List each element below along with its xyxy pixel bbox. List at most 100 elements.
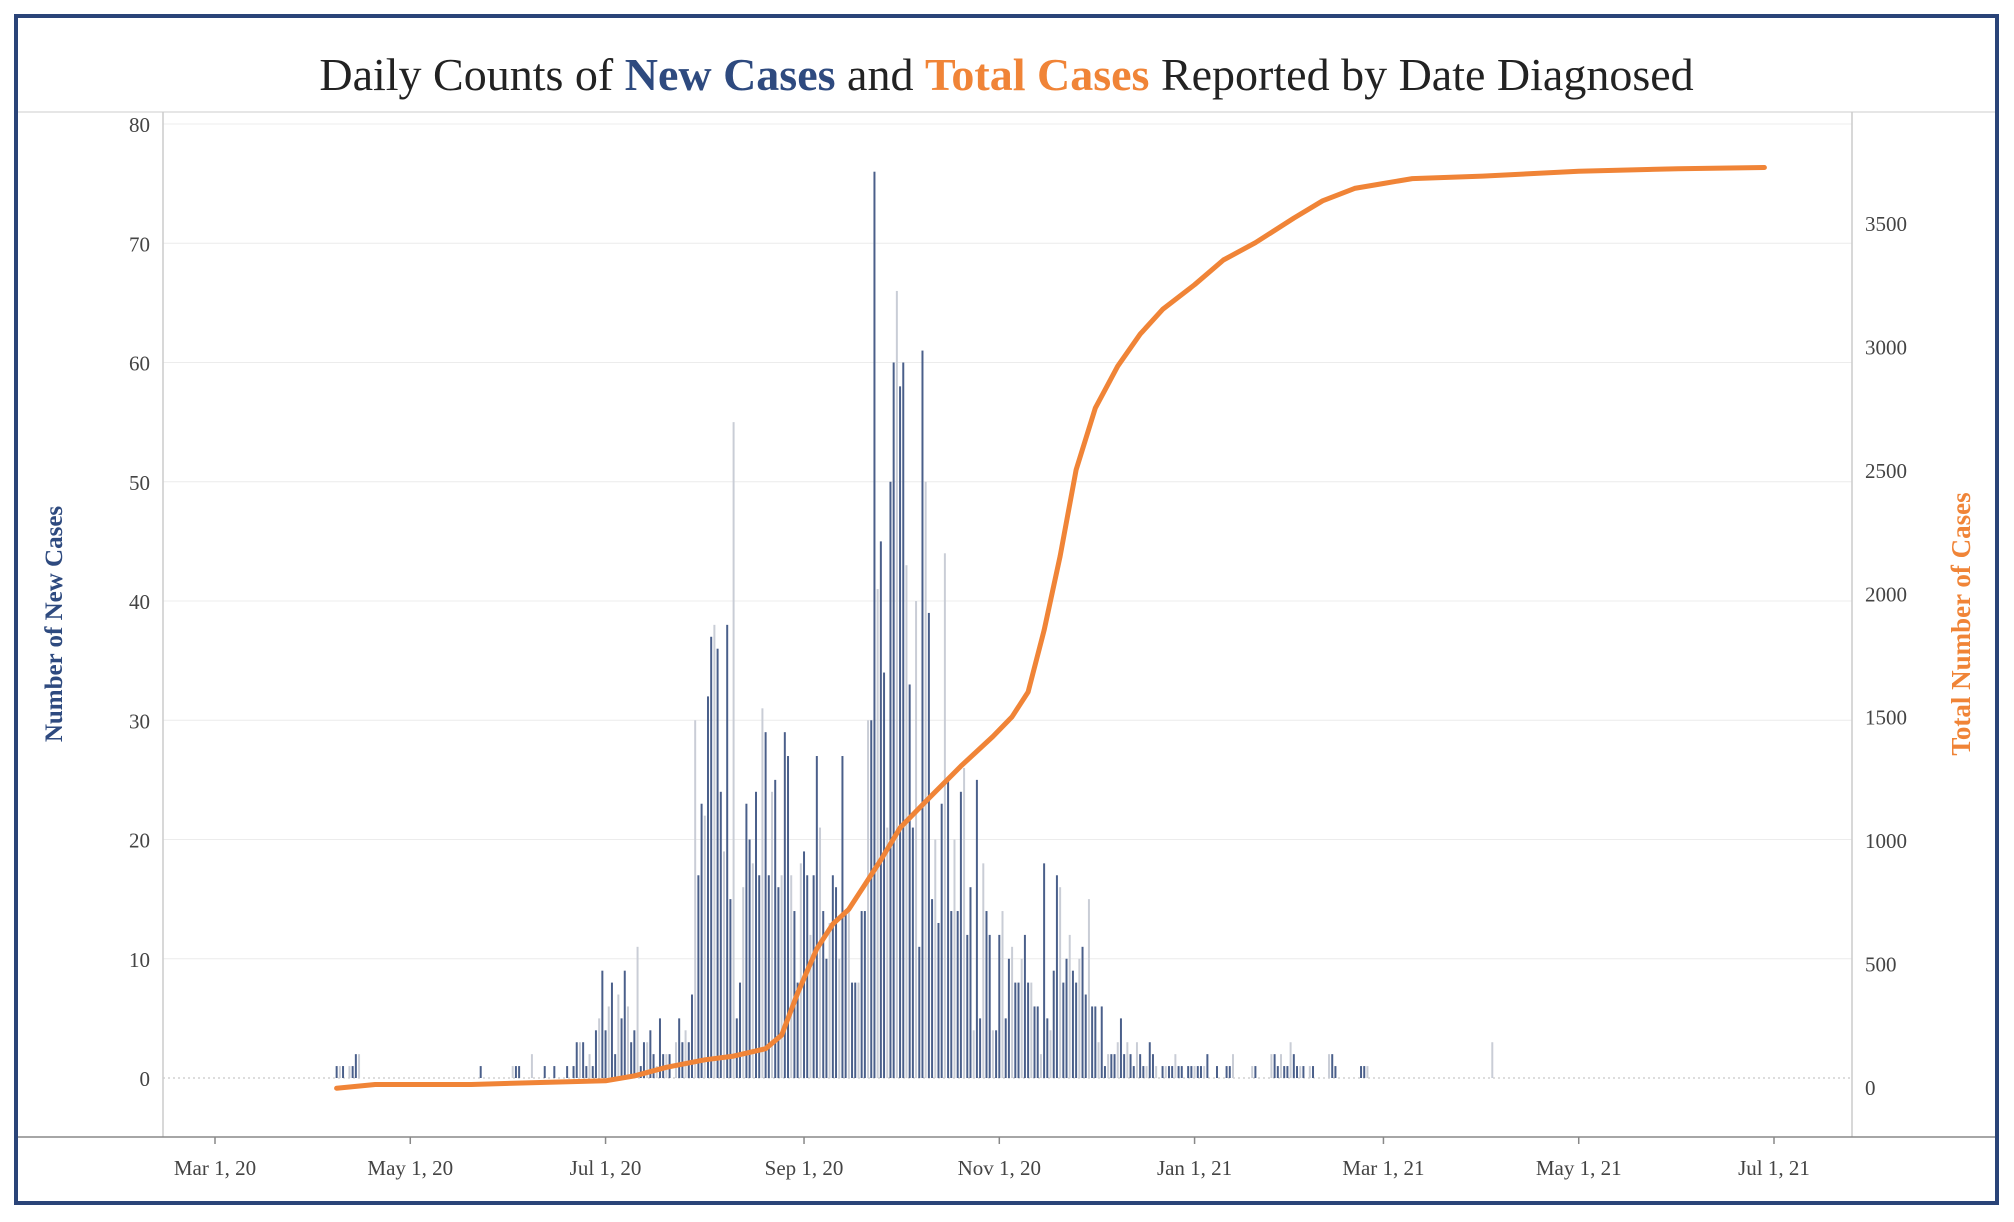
bar-new-cases <box>719 791 722 1078</box>
bar-new-cases <box>1215 1066 1218 1078</box>
bar-new-cases <box>1007 958 1010 1078</box>
bar-new-cases <box>1052 970 1055 1078</box>
bar-new-cases <box>1148 1042 1151 1078</box>
bar-new-cases <box>998 934 1001 1078</box>
title-middle: and <box>835 49 925 100</box>
bar-new-cases <box>553 1066 556 1078</box>
y-tick-label: 50 <box>129 471 150 495</box>
bar-new-cases <box>991 1030 994 1078</box>
bar-new-cases <box>959 791 962 1078</box>
bar-new-cases <box>1276 1066 1279 1078</box>
bar-new-cases <box>626 1006 629 1078</box>
bar-new-cases <box>1254 1066 1257 1078</box>
bar-new-cases <box>687 1042 690 1078</box>
bar-new-cases <box>479 1066 482 1078</box>
bar-new-cases <box>796 982 799 1078</box>
bar-new-cases <box>1113 1054 1116 1078</box>
bar-new-cases <box>934 839 937 1078</box>
bar-new-cases <box>1203 1066 1206 1078</box>
bar-new-cases <box>614 1054 617 1078</box>
bar-new-cases <box>799 863 802 1078</box>
bar-new-cases <box>1331 1054 1334 1078</box>
bar-new-cases <box>335 1066 338 1078</box>
bar-new-cases <box>1302 1066 1305 1078</box>
bar-new-cases <box>1087 899 1090 1078</box>
bar-new-cases <box>716 648 719 1078</box>
y-tick-label: 20 <box>129 829 150 853</box>
bar-new-cases <box>828 922 831 1078</box>
x-tick-label: Jul 1, 20 <box>570 1156 642 1180</box>
title-suffix: Reported by Date Diagnosed <box>1149 49 1694 100</box>
bar-new-cases <box>1075 982 1078 1078</box>
title-total-cases: Total Cases <box>924 49 1150 100</box>
y2-tick-label: 0 <box>1865 1076 1876 1100</box>
bar-new-cases <box>819 827 822 1078</box>
bar-new-cases <box>873 171 876 1078</box>
bar-new-cases <box>518 1066 521 1078</box>
bar-new-cases <box>566 1066 569 1078</box>
bar-new-cases <box>530 1054 533 1078</box>
y-tick-label: 0 <box>140 1067 151 1091</box>
bar-new-cases <box>809 934 812 1078</box>
bar-new-cases <box>351 1066 354 1078</box>
bar-new-cases <box>636 946 639 1078</box>
bar-new-cases <box>751 863 754 1078</box>
bar-new-cases <box>969 887 972 1078</box>
bar-new-cases <box>1225 1066 1228 1078</box>
y-axis-label: Number of New Cases <box>41 506 68 743</box>
bar-new-cases <box>354 1054 357 1078</box>
bar-new-cases <box>1283 1066 1286 1078</box>
bar-new-cases <box>1020 958 1023 1078</box>
bar-new-cases <box>1312 1066 1315 1078</box>
bar-new-cases <box>963 767 966 1078</box>
bar-new-cases <box>771 791 774 1078</box>
bar-new-cases <box>610 982 613 1078</box>
y2-tick-label: 3000 <box>1865 335 1907 359</box>
bar-new-cases <box>1107 1054 1110 1078</box>
bar-new-cases <box>1289 1042 1292 1078</box>
bar-new-cases <box>915 601 918 1078</box>
bar-new-cases <box>1193 1066 1196 1078</box>
bar-new-cases <box>835 887 838 1078</box>
bar-new-cases <box>1078 958 1081 1078</box>
bar-new-cases <box>1011 946 1014 1078</box>
bar-new-cases <box>348 1066 351 1078</box>
y2-tick-label: 1000 <box>1865 829 1907 853</box>
bar-new-cases <box>1161 1066 1164 1078</box>
bar-new-cases <box>972 1030 975 1078</box>
bar-new-cases <box>642 1042 645 1078</box>
bar-new-cases <box>591 1066 594 1078</box>
bar-new-cases <box>1296 1066 1299 1078</box>
bar-new-cases <box>863 911 866 1078</box>
y-tick-label: 40 <box>129 590 150 614</box>
bar-new-cases <box>658 1018 661 1078</box>
bar-new-cases <box>511 1066 514 1078</box>
bar-new-cases <box>543 1066 546 1078</box>
bar-new-cases <box>838 958 841 1078</box>
bar-new-cases <box>937 922 940 1078</box>
bar-new-cases <box>854 982 857 1078</box>
bar-new-cases <box>1142 1066 1145 1078</box>
bar-new-cases <box>876 589 879 1078</box>
bar-new-cases <box>1059 887 1062 1078</box>
bar-new-cases <box>1116 1042 1119 1078</box>
y-tick-label: 70 <box>129 232 150 256</box>
bar-new-cases <box>1027 982 1030 1078</box>
bar-new-cases <box>879 541 882 1078</box>
bar-new-cases <box>1094 1006 1097 1078</box>
bar-new-cases <box>1308 1066 1311 1078</box>
bar-new-cases <box>1068 934 1071 1078</box>
y2-tick-label: 500 <box>1865 953 1897 977</box>
x-tick-label: Mar 1, 20 <box>174 1156 256 1180</box>
chart-title: Daily Counts of New Cases and Total Case… <box>18 48 1995 101</box>
bar-new-cases <box>1119 1018 1122 1078</box>
bar-new-cases <box>943 553 946 1078</box>
tick-labels: 0 10 20 30 40 50 60 70 80 0 500 1000 1500 2000 2500 300… <box>41 113 1976 1180</box>
bar-new-cases <box>578 1042 581 1078</box>
bar-new-cases <box>1167 1066 1170 1078</box>
bar-new-cases <box>706 696 709 1078</box>
bar-new-cases <box>604 1030 607 1078</box>
y2-tick-label: 2000 <box>1865 582 1907 606</box>
bar-new-cases <box>338 1066 341 1078</box>
bar-new-cases <box>831 875 834 1078</box>
